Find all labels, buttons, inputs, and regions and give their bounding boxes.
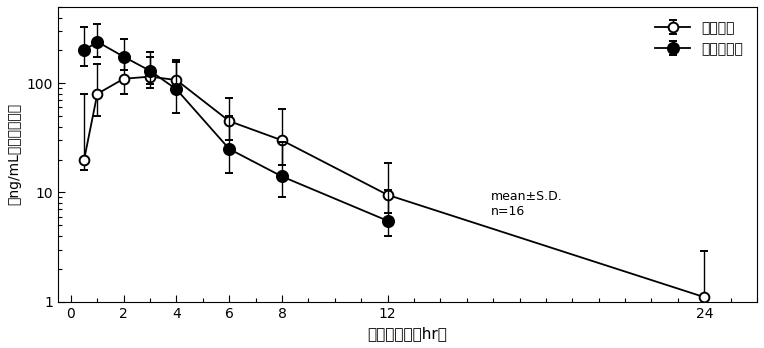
Y-axis label: （ng/mL）血漿中濃度: （ng/mL）血漿中濃度 [7,103,21,205]
X-axis label: 投与後時間（hr）: 投与後時間（hr） [367,326,448,341]
Legend: 食後投与, 空腹時投与: 食後投与, 空腹時投与 [649,14,750,63]
Text: mean±S.D.
n=16: mean±S.D. n=16 [491,190,563,218]
